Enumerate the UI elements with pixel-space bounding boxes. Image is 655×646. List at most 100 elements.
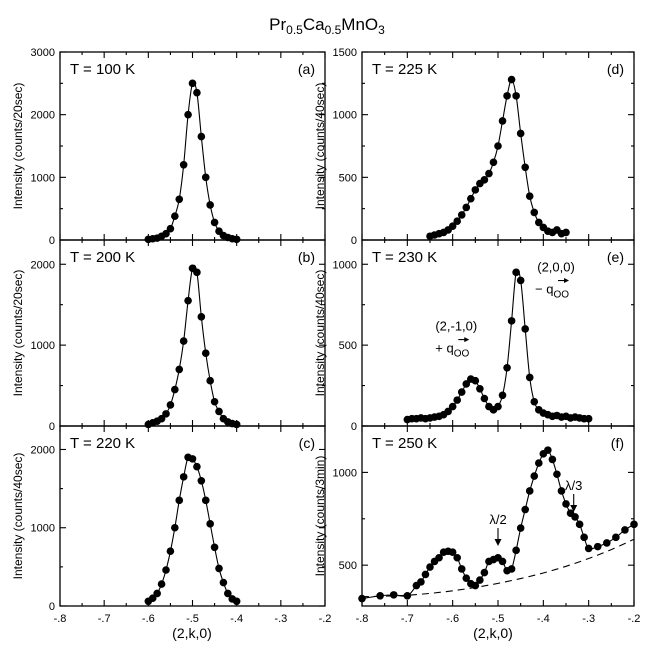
data-point [193, 268, 201, 277]
x-tick-label: -.7 [401, 613, 414, 625]
panel-label: (c) [299, 435, 315, 451]
data-point [358, 594, 366, 603]
data-point [206, 520, 214, 528]
data-point [179, 161, 188, 169]
lambda-label: λ/3 [565, 478, 582, 493]
plot-frame [59, 425, 326, 607]
data-point [535, 459, 543, 467]
panel-label: (e) [607, 249, 624, 265]
data-point [453, 217, 462, 225]
panel-label: (b) [298, 249, 315, 265]
data-point [421, 570, 430, 579]
temperature-label: T = 220 K [70, 435, 135, 452]
data-point [457, 211, 466, 219]
data-point [535, 218, 543, 227]
data-point [224, 589, 232, 598]
y-tick-label: 1000 [31, 523, 55, 535]
y-axis-label: Intensity (counts/40sec) [313, 83, 327, 210]
data-point [166, 547, 175, 556]
x-axis-label-left: (2,k,0) [172, 625, 212, 641]
q-vector-arrow-head [464, 337, 470, 343]
y-tick-label: 2000 [31, 444, 55, 456]
data-point [480, 394, 489, 403]
data-point [171, 212, 179, 220]
peak-vector-label: − qOO [535, 282, 569, 301]
data-point [157, 414, 166, 423]
y-tick-label: 500 [339, 560, 357, 572]
y-tick-label: 500 [339, 340, 357, 352]
temperature-label: T = 100 K [70, 61, 135, 78]
data-point [530, 208, 539, 217]
x-tick-label: -.2 [628, 613, 641, 625]
data-point [175, 365, 184, 374]
data-point [530, 472, 539, 480]
data-point [521, 163, 529, 172]
y-tick-label: 1000 [333, 110, 357, 122]
data-point [179, 337, 188, 345]
data-point [516, 524, 525, 532]
figure-title: Pr0.5Ca0.5MnO3 [269, 15, 385, 37]
data-point [507, 565, 516, 573]
data-point [525, 373, 534, 382]
data-point [171, 523, 179, 532]
data-point [157, 580, 166, 588]
data-point [544, 446, 552, 454]
data-point [476, 576, 484, 584]
data-point [197, 476, 206, 485]
temperature-label: T = 250 K [372, 435, 437, 452]
panel-label: (f) [611, 435, 624, 451]
data-point [503, 363, 511, 372]
data-point [219, 578, 228, 587]
data-point [467, 194, 475, 203]
x-tick-label: -.6 [142, 613, 155, 625]
y-tick-label: 500 [339, 172, 357, 184]
data-point [507, 75, 516, 84]
y-tick-label: 2000 [31, 110, 55, 122]
data-point [210, 543, 219, 552]
data-point [403, 591, 412, 600]
data-point [498, 391, 507, 400]
background-dashed-line [361, 538, 635, 598]
data-point [188, 455, 197, 463]
panel-label: (d) [607, 61, 624, 77]
x-tick-label: -.4 [230, 613, 243, 625]
peak-label: (2,0,0) [537, 260, 575, 275]
data-point [453, 396, 462, 404]
data-point [521, 505, 529, 514]
panel-d: 0 500 1000 1500 Intensity (counts/40sec) T = … [313, 47, 635, 247]
data-point [612, 533, 620, 542]
data-point [206, 201, 214, 209]
data-point [494, 142, 502, 150]
y-tick-label: 0 [49, 235, 55, 247]
data-point [417, 578, 425, 586]
fit-curve [148, 264, 237, 425]
data-point [389, 591, 398, 599]
data-point [453, 553, 462, 562]
data-point [593, 542, 602, 551]
panel-label: (a) [298, 61, 315, 77]
x-tick-label: -.4 [537, 613, 550, 625]
y-tick-label: 1000 [31, 172, 55, 184]
data-point [571, 513, 579, 521]
data-point [525, 192, 534, 200]
data-point [575, 520, 584, 529]
data-point [562, 500, 570, 508]
data-point [525, 487, 534, 495]
data-point [580, 533, 588, 542]
panel-f: -.8 -.7 -.6 -.5 -.4 -.3 -.2 500 1000 Intensity (c… [313, 425, 641, 625]
data-point [162, 229, 170, 238]
data-point [521, 325, 529, 333]
data-point [444, 407, 452, 416]
data-point [630, 520, 638, 529]
data-point [448, 548, 457, 556]
data-point [184, 296, 192, 305]
data-point [201, 496, 210, 505]
lambda-arrow-head [570, 505, 578, 512]
y-axis-label: Intensity (counts/3min) [313, 456, 327, 577]
y-tick-label: 2000 [31, 259, 55, 271]
panel-c: -.8 -.7 -.6 -.5 -.4 -.3 -.2 0 1000 2000 Intensity … [11, 425, 332, 625]
x-tick-label: -.2 [319, 613, 332, 625]
data-point [179, 473, 188, 481]
data-point [184, 110, 192, 119]
temperature-label: T = 200 K [70, 249, 135, 266]
